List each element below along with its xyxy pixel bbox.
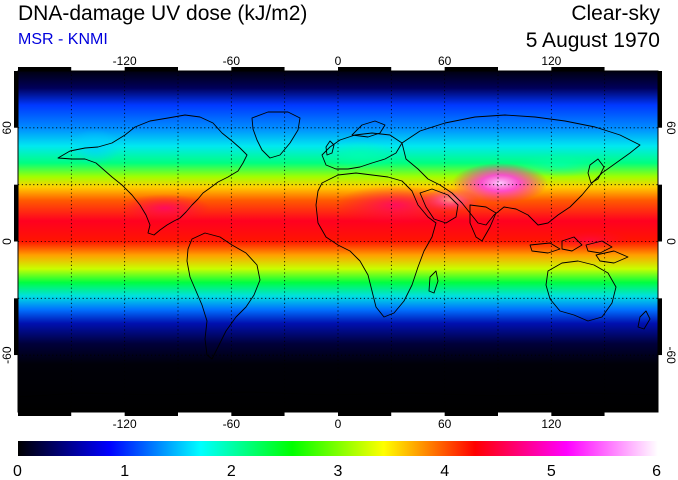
- frame-segment: [14, 355, 18, 412]
- mexico-uv-maximum: [120, 194, 210, 222]
- map-frame: [14, 67, 662, 416]
- frame-segment: [551, 412, 605, 416]
- longitude-label: -120: [113, 417, 137, 430]
- indonesia-cloud-patch: [550, 230, 630, 250]
- frame-segment: [498, 67, 552, 71]
- frame-segment: [444, 67, 498, 71]
- frame-segment: [14, 184, 18, 242]
- frame-segment: [658, 241, 662, 299]
- colorbar-label: 4: [440, 463, 449, 480]
- uv-dose-map: -120 -60 0 60 120 -120 -60 0 60 120 60 0 -60 60 0 -6…: [0, 55, 678, 430]
- frame-segment: [14, 127, 18, 185]
- latitude-labels-left: 60 0 -60: [0, 121, 14, 364]
- graticule: [18, 71, 658, 412]
- frame-segment: [14, 298, 18, 356]
- longitude-labels-bottom: -120 -60 0 60 120: [113, 417, 562, 430]
- latitude-label: -60: [0, 346, 14, 364]
- frame-segment: [658, 71, 662, 128]
- frame-segment: [71, 412, 125, 416]
- latitude-label: -60: [664, 346, 678, 364]
- frame-segment: [124, 412, 178, 416]
- frame-segment: [231, 67, 285, 71]
- colorbar: 0 1 2 3 4 5 6: [13, 441, 661, 480]
- frame-segment: [178, 412, 232, 416]
- colorbar-label: 2: [227, 463, 236, 480]
- colorbar-labels: 0 1 2 3 4 5 6: [13, 463, 661, 480]
- data-source-label: MSR - KNMI: [18, 31, 108, 48]
- map-date: 5 August 1970: [525, 29, 660, 52]
- colorbar-label: 0: [13, 463, 22, 480]
- frame-segment: [14, 71, 18, 128]
- frame-segment: [658, 184, 662, 242]
- frame-segment: [18, 412, 72, 416]
- frame-segment: [604, 67, 658, 71]
- tibet-uv-hotspot: [452, 163, 548, 203]
- frame-segment: [284, 67, 338, 71]
- longitude-label: 60: [438, 417, 452, 430]
- latitude-label: 0: [0, 238, 14, 245]
- frame-segment: [604, 412, 658, 416]
- frame-segment: [124, 67, 178, 71]
- frame-segment: [391, 67, 445, 71]
- map-title: DNA-damage UV dose (kJ/m2): [18, 2, 308, 25]
- frame-segment: [391, 412, 445, 416]
- asia-cloud-patch: [515, 153, 605, 177]
- sky-condition-label: Clear-sky: [571, 2, 660, 25]
- longitude-label: 120: [541, 55, 561, 68]
- arabia-uv-maximum: [420, 188, 480, 212]
- frame-segment: [18, 67, 72, 71]
- longitude-label: 0: [335, 55, 342, 68]
- longitude-label: -60: [223, 55, 241, 68]
- latitude-label: 0: [664, 238, 678, 245]
- frame-segment: [231, 412, 285, 416]
- frame-segment: [178, 67, 232, 71]
- colorbar-label: 5: [547, 463, 556, 480]
- latitude-label: 60: [0, 121, 14, 135]
- colorbar-label: 3: [334, 463, 343, 480]
- frame-segment: [658, 127, 662, 185]
- coastlines: [18, 111, 658, 398]
- frame-segment: [71, 67, 125, 71]
- frame-segment: [658, 298, 662, 356]
- longitude-label: 60: [438, 55, 452, 68]
- frame-segment: [498, 412, 552, 416]
- latitude-labels-right: 60 0 -60: [664, 121, 678, 364]
- colorbar-gradient: [18, 441, 658, 456]
- frame-segment: [551, 67, 605, 71]
- frame-segment: [284, 412, 338, 416]
- frame-segment: [14, 241, 18, 299]
- frame-segment: [658, 355, 662, 412]
- europe-cloud-patch: [320, 141, 400, 169]
- longitude-label: 120: [541, 417, 561, 430]
- longitude-labels-top: -120 -60 0 60 120: [113, 55, 562, 68]
- longitude-label: 0: [335, 417, 342, 430]
- frame-segment: [444, 412, 498, 416]
- frame-segment: [338, 412, 392, 416]
- longitude-label: -120: [113, 55, 137, 68]
- latitude-label: 60: [664, 121, 678, 135]
- colorbar-label: 1: [120, 463, 129, 480]
- colorbar-label: 6: [652, 463, 661, 480]
- longitude-label: -60: [223, 417, 241, 430]
- frame-segment: [338, 67, 392, 71]
